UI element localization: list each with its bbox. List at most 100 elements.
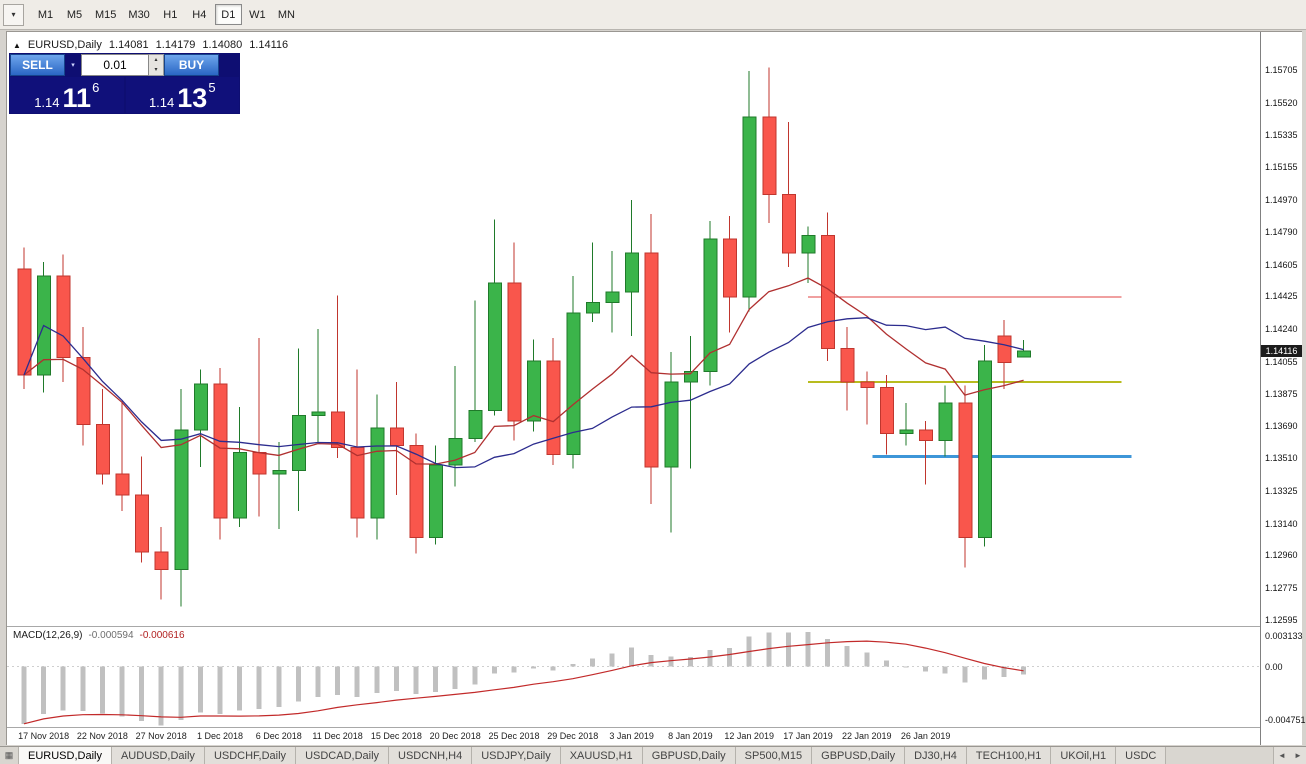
buy-price-display: 1.14 13 5 — [125, 77, 239, 113]
time-axis[interactable]: 17 Nov 2018 22 Nov 2018 27 Nov 2018 1 Dec 2… — [7, 728, 1260, 745]
price-axis-label: 1.14055 — [1265, 356, 1298, 367]
tab-scroll-right-button[interactable]: ► — [1290, 747, 1306, 764]
time-axis-label: 17 Jan 2019 — [783, 731, 833, 741]
chevron-down-icon: ▾ — [11, 10, 16, 19]
time-axis-label: 11 Dec 2018 — [312, 731, 363, 741]
macd-axis-label: -0.004751 — [1265, 715, 1306, 725]
tab-scroll-left-button[interactable]: ◄ — [1274, 747, 1290, 764]
chart-tab-usdchf-daily[interactable]: USDCHF,Daily — [204, 747, 297, 764]
pane-splitter[interactable] — [7, 626, 1301, 627]
time-axis-label: 12 Jan 2019 — [724, 731, 774, 741]
macd-signal-value: -0.000616 — [139, 630, 185, 641]
price-axis-label: 1.15155 — [1265, 162, 1298, 173]
ohlc-close: 1.14116 — [249, 39, 289, 51]
time-axis-label: 15 Dec 2018 — [370, 731, 422, 741]
sell-price-display: 1.14 11 6 — [10, 77, 124, 113]
ohlc-high: 1.14179 — [155, 39, 196, 51]
time-axis-label: 17 Nov 2018 — [18, 731, 70, 741]
price-axis-label: 1.15520 — [1265, 97, 1298, 108]
price-axis-label: 1.15335 — [1265, 130, 1298, 141]
macd-axis-label: 0.00 — [1265, 661, 1283, 672]
tf-button-m5[interactable]: M5 — [61, 4, 88, 25]
price-axis-label: 1.14425 — [1265, 291, 1298, 302]
time-axis-label: 1 Dec 2018 — [196, 731, 244, 741]
chart-tab-xauusd-h1[interactable]: XAUUSD,H1 — [560, 747, 643, 764]
price-axis-label: 1.14240 — [1265, 324, 1298, 334]
toolbar-overflow-button[interactable]: ▾ — [3, 3, 24, 26]
sell-price-point: 6 — [92, 80, 100, 95]
time-axis-label: 25 Dec 2018 — [488, 731, 540, 741]
chart-ohlc-header: ▲ EURUSD,Daily 1.14081 1.14179 1.14080 1… — [13, 39, 288, 51]
time-axis-label: 27 Nov 2018 — [135, 731, 187, 741]
tf-button-mn[interactable]: MN — [273, 4, 300, 25]
price-axis[interactable]: 1.15705 1.15520 1.15335 1.15155 1.14970 1.147… — [1260, 32, 1306, 745]
ohlc-low: 1.14080 — [202, 39, 243, 51]
chart-tabs-bar: ▦ EURUSD,Daily AUDUSD,Daily USDCHF,Daily US… — [0, 746, 1306, 764]
macd-indicator-chart[interactable] — [7, 627, 1260, 727]
price-axis-label: 1.13690 — [1265, 421, 1298, 432]
price-axis-label: 1.13875 — [1265, 388, 1298, 399]
timeframe-toolbar: ▾ M1 M5 M15 M30 H1 H4 D1 W1 MN — [0, 0, 1306, 30]
price-axis-label: 1.15705 — [1265, 65, 1298, 75]
chart-tab-tech100-h1[interactable]: TECH100,H1 — [966, 747, 1052, 764]
tf-button-m30[interactable]: M30 — [123, 4, 154, 25]
chart-windows-icon[interactable]: ▦ — [0, 747, 19, 764]
tf-button-d1[interactable]: D1 — [214, 4, 242, 25]
chart-tab-dj30-h4[interactable]: DJ30,H4 — [905, 747, 967, 764]
volume-down-button[interactable]: ▾ — [149, 65, 163, 75]
time-axis-label: 22 Jan 2019 — [842, 731, 892, 741]
tf-button-m15[interactable]: M15 — [90, 4, 121, 25]
price-axis-label: 1.12595 — [1265, 614, 1298, 625]
price-axis-label: 1.12775 — [1265, 583, 1298, 593]
time-axis-label: 22 Nov 2018 — [76, 731, 128, 741]
tf-button-w1[interactable]: W1 — [244, 4, 271, 25]
tf-button-h4[interactable]: H4 — [186, 4, 213, 25]
chart-tabs: EURUSD,Daily AUDUSD,Daily USDCHF,Daily USDC… — [19, 747, 1273, 764]
price-axis-label: 1.13510 — [1265, 453, 1298, 464]
price-axis-label: 1.13325 — [1265, 485, 1298, 496]
chart-marker-icon: ▲ — [13, 40, 21, 50]
time-axis-label: 29 Dec 2018 — [547, 731, 599, 741]
one-click-trading-panel: SELL ▾ ▴ ▾ BUY 1.14 11 6 1.14 — [9, 53, 240, 114]
price-axis-label: 1.14605 — [1265, 259, 1298, 270]
chart-tab-usdcnh-h4[interactable]: USDCNH,H4 — [389, 747, 473, 764]
macd-axis-label: 0.003133 — [1265, 631, 1303, 641]
volume-up-button[interactable]: ▴ — [149, 55, 163, 65]
volume-input[interactable] — [81, 54, 149, 76]
chart-symbol-label: EURUSD,Daily — [27, 39, 102, 51]
time-axis-label: 3 Jan 2019 — [609, 731, 654, 741]
chart-tab-usdc[interactable]: USDC — [1116, 747, 1167, 764]
sell-button[interactable]: SELL — [10, 54, 65, 76]
buy-price-point: 5 — [208, 80, 216, 95]
candlestick-chart[interactable] — [7, 32, 1260, 626]
price-axis-label: 1.12960 — [1265, 550, 1298, 561]
buy-price-prefix: 1.14 — [148, 95, 175, 110]
chart-tab-eurusd-daily[interactable]: EURUSD,Daily — [19, 747, 112, 764]
price-axis-label: 1.14790 — [1265, 226, 1298, 237]
axis-separator — [7, 727, 1301, 728]
current-price-badge: 1.14116 — [1261, 344, 1302, 357]
chart-tab-usdcad-daily[interactable]: USDCAD,Daily — [296, 747, 390, 764]
chart-tab-ukoil-h1[interactable]: UKOil,H1 — [1051, 747, 1117, 764]
macd-main-value: -0.000594 — [88, 630, 134, 641]
ohlc-open: 1.14081 — [108, 39, 149, 51]
buy-button[interactable]: BUY — [164, 54, 219, 76]
tf-button-m1[interactable]: M1 — [32, 4, 59, 25]
chart-tab-usdjpy-daily[interactable]: USDJPY,Daily — [472, 747, 561, 764]
volume-stepper: ▴ ▾ — [149, 54, 164, 76]
time-axis-label: 6 Dec 2018 — [255, 731, 302, 741]
macd-label: MACD(12,26,9) — [13, 630, 83, 641]
price-axis-label: 1.13140 — [1265, 518, 1298, 529]
chart-tab-gbpusd-daily[interactable]: GBPUSD,Daily — [642, 747, 736, 764]
chart-tab-gbpusd-daily[interactable]: GBPUSD,Daily — [812, 747, 906, 764]
chart-tab-audusd-daily[interactable]: AUDUSD,Daily — [111, 747, 205, 764]
volume-dropdown-button[interactable]: ▾ — [65, 54, 81, 76]
tab-scroll-arrows: ◄ ► — [1273, 747, 1306, 764]
macd-header: MACD(12,26,9) -0.000594 -0.000616 — [13, 630, 185, 641]
buy-price-pips: 13 — [177, 83, 208, 113]
chevron-down-icon: ▾ — [71, 62, 75, 69]
tf-button-h1[interactable]: H1 — [157, 4, 184, 25]
time-axis-label: 20 Dec 2018 — [429, 731, 481, 741]
chart-tab-sp500-m15[interactable]: SP500,M15 — [735, 747, 813, 764]
